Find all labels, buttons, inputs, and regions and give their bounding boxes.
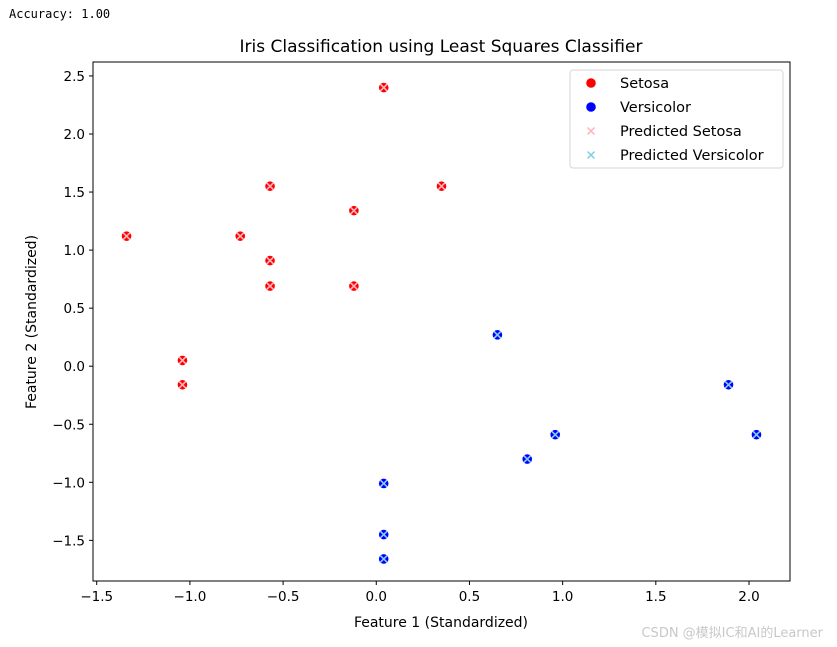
predicted-setosa-marker-6	[266, 256, 275, 265]
x-axis: −1.5 −1.0 −0.5 0.0 0.5 1.0 1.5 2.0	[80, 581, 760, 605]
legend-marker-versicolor	[585, 101, 597, 113]
predicted-setosa-marker-10	[178, 380, 187, 389]
y-tick-label: −0.5	[52, 417, 85, 433]
predicted-versicolor-marker-1	[724, 380, 733, 389]
y-tick-label: −1.5	[52, 533, 85, 549]
legend-box	[569, 69, 784, 169]
predicted-setosa-marker-8	[349, 282, 358, 291]
accuracy-output: Accuracy: 1.00	[9, 7, 111, 21]
legend-label-setosa: Setosa	[620, 76, 669, 92]
predicted-setosa-marker-0	[379, 83, 388, 92]
predicted-setosa-marker-7	[266, 282, 275, 291]
x-tick-label: 2.0	[738, 589, 759, 605]
predicted-setosa-marker-3	[349, 206, 358, 215]
predicted-setosa-marker-4	[122, 232, 131, 241]
plot-frame	[92, 61, 791, 582]
predicted-versicolor-marker-6	[379, 530, 388, 539]
x-tick-label: −0.5	[267, 589, 300, 605]
predicted-versicolor-marker-3	[752, 430, 761, 439]
y-tick-label: 2.5	[64, 69, 85, 85]
y-tick-label: 2.0	[64, 127, 85, 143]
watermark: CSDN @模拟IC和AI的Learner	[641, 626, 823, 641]
x-tick-label: −1.5	[80, 589, 113, 605]
predicted-versicolor-marker-4	[523, 455, 532, 464]
x-tick-label: 0.5	[459, 589, 480, 605]
legend-label-predicted-versicolor: Predicted Versicolor	[620, 148, 764, 164]
y-tick-label: 1.0	[64, 243, 85, 259]
predicted-versicolor-marker-5	[379, 479, 388, 488]
y-tick-label: 0.5	[64, 301, 85, 317]
y-axis-label: Feature 2 (Standardized)	[24, 235, 40, 409]
legend-marker-predicted-versicolor	[587, 151, 595, 159]
y-tick-label: 1.5	[64, 185, 85, 201]
predicted-versicolor-marker-7	[379, 554, 388, 563]
x-tick-label: 1.5	[645, 589, 666, 605]
y-tick-label: 0.0	[64, 359, 85, 375]
predicted-versicolor-marker-0	[493, 330, 502, 339]
x-tick-label: −1.0	[174, 589, 207, 605]
plot-points	[120, 81, 763, 565]
y-axis: −1.5 −1.0 −0.5 0.0 0.5 1.0 1.5 2.0 2.5	[52, 69, 93, 549]
legend-label-versicolor: Versicolor	[620, 100, 691, 116]
predicted-setosa-marker-9	[178, 356, 187, 365]
y-tick-label: −1.0	[52, 475, 85, 491]
legend-marker-predicted-setosa	[587, 127, 595, 135]
predicted-setosa-marker-5	[236, 232, 245, 241]
predicted-setosa-marker-2	[437, 182, 446, 191]
predicted-setosa-marker-1	[266, 182, 275, 191]
legend: Setosa Versicolor Predicted Setosa Predicte…	[569, 69, 784, 169]
legend-marker-setosa	[585, 77, 597, 89]
chart-title: Iris Classification using Least Squares …	[240, 37, 643, 57]
x-axis-label: Feature 1 (Standardized)	[354, 615, 528, 631]
x-tick-label: 1.0	[552, 589, 573, 605]
x-tick-label: 0.0	[366, 589, 387, 605]
predicted-versicolor-marker-2	[551, 430, 560, 439]
legend-label-predicted-setosa: Predicted Setosa	[620, 124, 742, 140]
